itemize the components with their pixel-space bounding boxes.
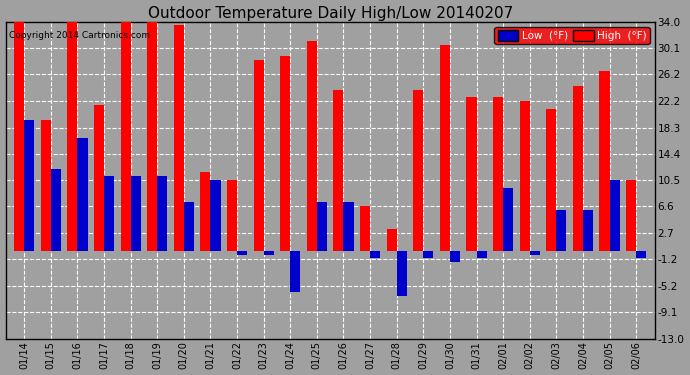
Legend: Low  (°F), High  (°F): Low (°F), High (°F) — [495, 27, 649, 44]
Bar — [413, 90, 423, 251]
Bar — [253, 60, 264, 251]
Bar — [546, 109, 556, 251]
Bar — [423, 251, 433, 258]
Bar — [147, 22, 157, 251]
Bar — [440, 45, 450, 251]
Text: Copyright 2014 Cartronics.com: Copyright 2014 Cartronics.com — [9, 31, 150, 40]
Bar — [477, 251, 486, 258]
Bar — [626, 180, 636, 251]
Bar — [600, 71, 609, 251]
Bar — [556, 210, 566, 251]
Bar — [307, 41, 317, 251]
Bar — [370, 251, 380, 258]
Bar — [333, 90, 344, 251]
Bar — [344, 202, 353, 251]
Bar — [280, 56, 290, 251]
Bar — [41, 120, 51, 251]
Bar — [174, 25, 184, 251]
Bar — [317, 202, 327, 251]
Bar — [583, 210, 593, 251]
Bar — [68, 22, 77, 251]
Bar — [290, 251, 300, 292]
Bar — [157, 176, 168, 251]
Bar — [237, 251, 247, 255]
Bar — [386, 229, 397, 251]
Bar — [636, 251, 647, 258]
Bar — [573, 87, 583, 251]
Bar — [77, 138, 88, 251]
Bar — [200, 172, 210, 251]
Bar — [14, 22, 24, 251]
Bar — [450, 251, 460, 262]
Bar — [466, 97, 477, 251]
Bar — [184, 202, 194, 251]
Bar — [520, 101, 530, 251]
Bar — [210, 180, 221, 251]
Title: Outdoor Temperature Daily High/Low 20140207: Outdoor Temperature Daily High/Low 20140… — [148, 6, 513, 21]
Bar — [493, 97, 503, 251]
Bar — [503, 188, 513, 251]
Bar — [24, 120, 34, 251]
Bar — [227, 180, 237, 251]
Bar — [264, 251, 274, 255]
Bar — [51, 169, 61, 251]
Bar — [121, 22, 130, 251]
Bar — [530, 251, 540, 255]
Bar — [104, 176, 114, 251]
Bar — [609, 180, 620, 251]
Bar — [397, 251, 407, 296]
Bar — [130, 176, 141, 251]
Bar — [94, 105, 104, 251]
Bar — [360, 206, 370, 251]
